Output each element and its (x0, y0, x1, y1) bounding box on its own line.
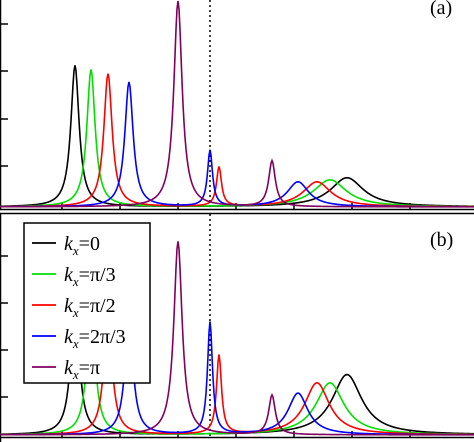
legend-label-k: k (64, 357, 74, 379)
panel-a-series-line-2 (0, 73, 474, 208)
legend-label-k: k (64, 326, 74, 348)
panel-a-label: (a) (430, 0, 452, 19)
panel-a-series-line-0 (0, 65, 474, 207)
panel-a-ticks (0, 23, 411, 209)
legend-label-sub: x (72, 305, 79, 320)
legend-label-sub: x (72, 243, 79, 258)
legend-label: kx=π/3 (64, 264, 116, 289)
legend-label-k: k (64, 233, 74, 255)
legend-label: kx=π/2 (64, 295, 116, 320)
legend-label-sub: x (72, 336, 79, 351)
legend-label: kx=0 (64, 233, 100, 258)
legend-label-value: =π (79, 357, 100, 379)
legend-label-k: k (64, 264, 74, 286)
legend-label-value: =π/2 (79, 295, 116, 317)
panel-b-label: (b) (430, 229, 453, 251)
panel-b-series-line-4 (0, 241, 474, 436)
legend-label-sub: x (72, 274, 79, 289)
panel-a-curves (0, 0, 474, 208)
panel-a: (a) (0, 0, 474, 211)
legend-label-value: =2π/3 (79, 326, 126, 348)
legend-entries: kx=0kx=π/3kx=π/2kx=2π/3kx=π (32, 233, 126, 382)
legend-label-value: =π/3 (79, 264, 116, 286)
legend-label-sub: x (72, 367, 79, 382)
legend-label: kx=π (64, 357, 100, 382)
legend-label-value: =0 (79, 233, 100, 255)
panel-a-series-line-3 (0, 81, 474, 208)
panel-a-series-line-4 (0, 0, 474, 208)
panel-b-series-line-2 (0, 313, 474, 436)
legend-box (23, 222, 151, 384)
legend-label: kx=2π/3 (64, 326, 126, 351)
panel-b: (b) kx=0kx=π/3kx=π/2kx=2π/3kx=π (0, 212, 474, 442)
legend: kx=0kx=π/3kx=π/2kx=2π/3kx=π (23, 222, 151, 384)
legend-label-k: k (64, 295, 74, 317)
panel-a-series-line-1 (0, 69, 474, 208)
